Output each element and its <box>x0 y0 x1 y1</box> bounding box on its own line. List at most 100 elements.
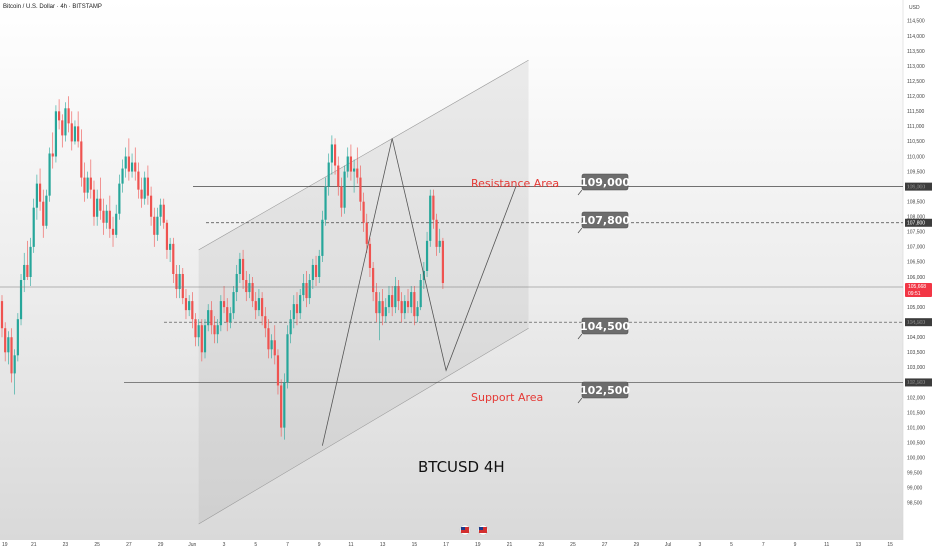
candle[interactable] <box>153 207 156 247</box>
candle[interactable] <box>64 102 67 142</box>
candle[interactable] <box>292 295 295 329</box>
candle[interactable] <box>387 286 391 314</box>
candle[interactable] <box>130 153 134 178</box>
candle[interactable] <box>397 280 400 311</box>
candle[interactable] <box>149 186 153 226</box>
candle[interactable] <box>432 189 435 229</box>
candle[interactable] <box>394 277 397 314</box>
candle[interactable] <box>257 289 261 317</box>
event-flags[interactable] <box>459 524 489 536</box>
w-pattern-line[interactable] <box>321 138 517 446</box>
candle[interactable] <box>16 313 19 362</box>
candle[interactable] <box>403 295 406 320</box>
candle[interactable] <box>4 322 7 362</box>
candle[interactable] <box>210 301 213 335</box>
candle[interactable] <box>54 105 58 163</box>
candle[interactable] <box>124 147 127 178</box>
candle[interactable] <box>235 264 238 302</box>
candle[interactable] <box>26 240 29 281</box>
candle[interactable] <box>89 159 92 199</box>
candle[interactable] <box>194 313 197 347</box>
candle[interactable] <box>356 147 359 184</box>
candle[interactable] <box>232 286 235 320</box>
candle[interactable] <box>178 264 181 299</box>
channel-lower-line[interactable] <box>198 327 529 525</box>
candle[interactable] <box>419 273 422 311</box>
candle[interactable] <box>184 289 188 320</box>
candle[interactable] <box>238 252 241 284</box>
candle[interactable] <box>118 174 121 220</box>
candle[interactable] <box>19 273 23 326</box>
candle[interactable] <box>222 286 226 314</box>
candle[interactable] <box>92 180 96 226</box>
candle[interactable] <box>346 147 349 178</box>
candle[interactable] <box>35 174 38 220</box>
candle[interactable] <box>203 319 207 359</box>
level-callout-104500[interactable]: 104,500 <box>577 317 630 340</box>
candle[interactable] <box>295 292 299 326</box>
candle[interactable] <box>276 349 280 395</box>
candle[interactable] <box>352 159 356 193</box>
channel-upper-line[interactable] <box>198 59 529 251</box>
candle[interactable] <box>162 198 165 229</box>
candle[interactable] <box>435 213 438 256</box>
level-callout-107800[interactable]: 107,800 <box>577 211 630 234</box>
candle[interactable] <box>13 349 16 395</box>
candle[interactable] <box>365 213 368 253</box>
candle[interactable] <box>425 231 429 277</box>
candle[interactable] <box>83 162 86 202</box>
candle[interactable] <box>80 129 83 187</box>
candle[interactable] <box>241 249 245 290</box>
candle[interactable] <box>305 270 308 308</box>
time-axis[interactable]: 19 21 23 25 27 29 Jun 3 5 7 9 11 13 15 17 19 21 23 25 27 29 J… <box>2 542 893 548</box>
candle[interactable] <box>181 267 184 305</box>
candle[interactable] <box>61 114 64 148</box>
candle[interactable] <box>191 292 194 329</box>
candle[interactable] <box>375 283 378 323</box>
candle[interactable] <box>115 204 118 238</box>
candle[interactable] <box>264 307 267 338</box>
candle[interactable] <box>273 325 276 365</box>
candle[interactable] <box>200 319 203 362</box>
candle[interactable] <box>318 249 321 284</box>
price-axis[interactable]: 114,500 114,000 113,500 113,000 112,500 112,0… <box>907 19 925 507</box>
candle[interactable] <box>175 264 178 299</box>
candle[interactable] <box>0 295 4 338</box>
candle[interactable] <box>96 189 99 226</box>
candle[interactable] <box>165 219 169 259</box>
level-callout-102500[interactable]: 102,500 <box>577 381 630 404</box>
candle[interactable] <box>400 292 403 323</box>
candle[interactable] <box>48 147 51 202</box>
candle[interactable] <box>245 270 248 302</box>
candle[interactable] <box>219 295 222 332</box>
candle[interactable] <box>267 319 270 359</box>
candle[interactable] <box>343 165 346 214</box>
candle[interactable] <box>321 210 324 262</box>
candle[interactable] <box>73 120 77 145</box>
candle[interactable] <box>372 261 375 302</box>
candle[interactable] <box>251 277 254 308</box>
candle[interactable] <box>42 189 45 238</box>
candle[interactable] <box>216 319 219 344</box>
candle[interactable] <box>108 195 111 238</box>
candle[interactable] <box>324 177 327 226</box>
candle[interactable] <box>156 207 159 241</box>
candle[interactable] <box>29 237 32 287</box>
candle[interactable] <box>368 237 372 277</box>
candle[interactable] <box>137 162 140 199</box>
candle[interactable] <box>254 292 257 320</box>
candle[interactable] <box>213 316 216 344</box>
candle[interactable] <box>169 237 172 262</box>
candle[interactable] <box>134 147 137 181</box>
candle[interactable] <box>289 310 292 344</box>
candle[interactable] <box>23 252 26 293</box>
candle[interactable] <box>127 138 130 181</box>
candle[interactable] <box>337 156 340 196</box>
candle[interactable] <box>10 328 13 383</box>
candle[interactable] <box>391 286 394 317</box>
candle[interactable] <box>7 331 10 365</box>
candle[interactable] <box>38 168 42 211</box>
candle[interactable] <box>45 189 48 229</box>
candle[interactable] <box>146 165 150 205</box>
candle[interactable] <box>121 159 124 193</box>
